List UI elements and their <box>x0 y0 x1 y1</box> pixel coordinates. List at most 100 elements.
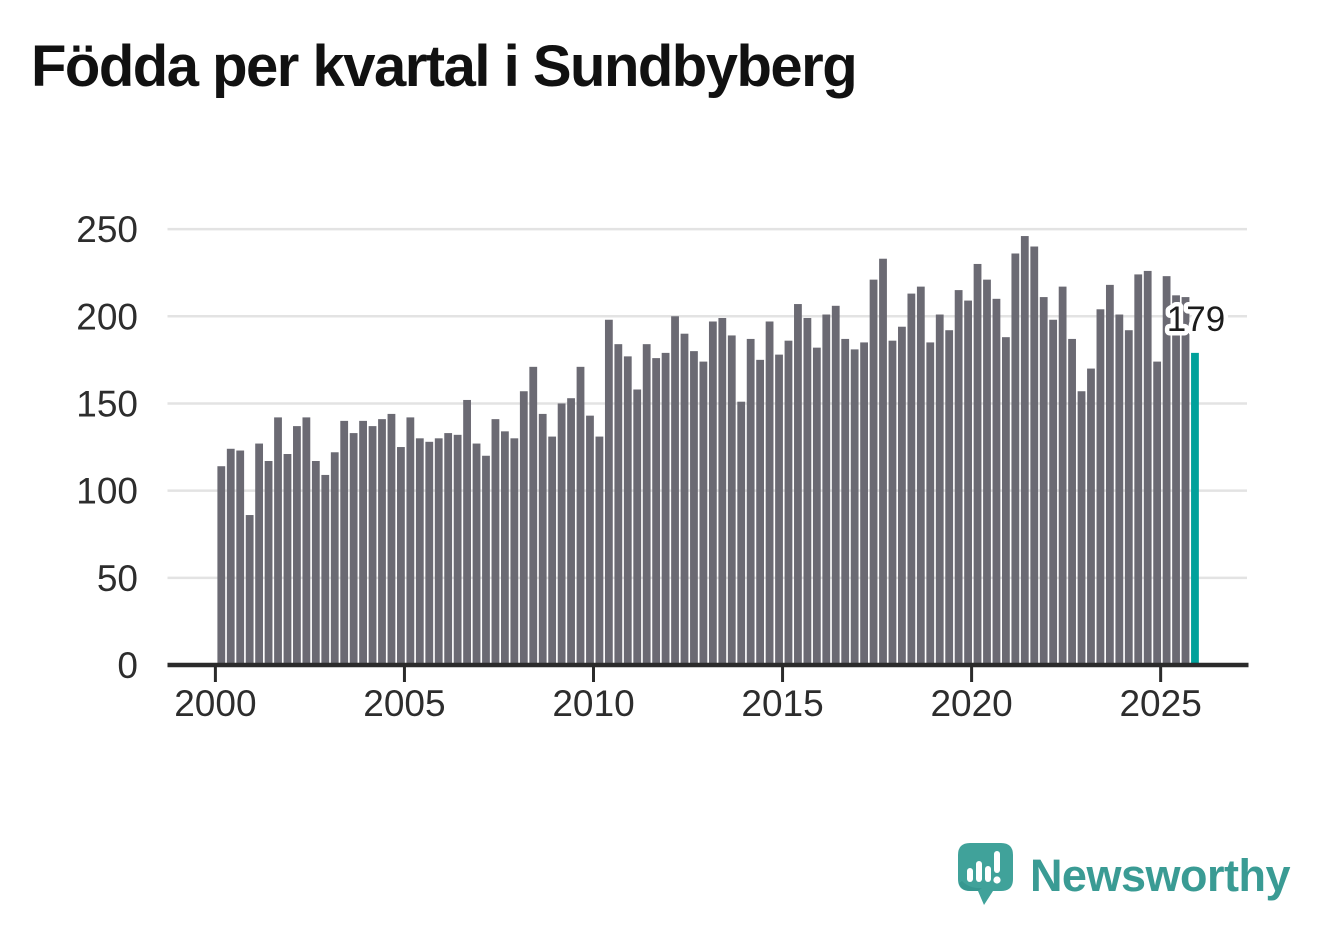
bar-2004-q4 <box>397 447 405 665</box>
x-tick-label: 2015 <box>741 683 823 724</box>
bar-2014-q2 <box>756 359 765 665</box>
bar-2016-q4 <box>850 349 859 665</box>
bar-2020-q1 <box>973 263 982 665</box>
y-tick-label: 100 <box>76 471 138 512</box>
bar-2017-q1 <box>860 342 868 665</box>
bar-2007-q3 <box>500 431 509 665</box>
bar-2017-q3 <box>879 258 887 665</box>
bar-2006-q2 <box>453 434 462 665</box>
bar-2019-q2 <box>945 330 954 665</box>
bar-2021-q3 <box>1030 246 1039 665</box>
bar-2019-q3 <box>954 290 963 665</box>
bar-2024-q2 <box>1134 274 1143 665</box>
bar-2012-q2 <box>680 333 689 665</box>
x-tick-label: 2005 <box>363 683 445 724</box>
newsworthy-logo-text: Newsworthy <box>1029 850 1291 901</box>
bar-2005-q2 <box>415 438 424 665</box>
bar-2012-q3 <box>690 351 698 665</box>
bar-2011-q3 <box>652 358 661 665</box>
bar-2003-q1 <box>330 452 339 665</box>
bar-2009-q3 <box>576 366 585 665</box>
bar-2007-q4 <box>510 438 519 665</box>
bar-2008-q1 <box>519 391 528 665</box>
bar-2024-q3 <box>1143 270 1152 665</box>
bar-2010-q1 <box>595 436 604 665</box>
bar-2002-q2 <box>302 417 311 665</box>
bar-2017-q2 <box>869 279 878 665</box>
bar-2010-q4 <box>623 356 632 665</box>
bar-2018-q2 <box>907 293 916 665</box>
bar-2011-q2 <box>642 344 651 665</box>
bar-2010-q2 <box>604 319 613 665</box>
bar-2002-q4 <box>321 474 330 665</box>
bar-2016-q2 <box>831 305 840 665</box>
newsworthy-logo: Newsworthy <box>956 841 1291 911</box>
bar-2021-q1 <box>1011 253 1020 666</box>
bar-2015-q1 <box>784 340 793 665</box>
bar-2012-q4 <box>699 361 708 665</box>
bar-2019-q4 <box>964 300 972 665</box>
bar-2011-q4 <box>661 352 670 665</box>
bar-2022-q1 <box>1049 319 1058 665</box>
bar-2020-q4 <box>1002 337 1010 665</box>
bar-2021-q2 <box>1020 236 1029 666</box>
bar-2006-q1 <box>444 433 453 665</box>
bar-2014-q1 <box>746 338 755 665</box>
bar-2009-q1 <box>557 403 566 665</box>
bar-2001-q3 <box>274 417 282 665</box>
bar-2015-q3 <box>803 318 812 665</box>
y-tick-label: 0 <box>117 645 138 686</box>
bar-2003-q3 <box>349 433 358 665</box>
bar-2001-q1 <box>255 443 264 665</box>
bar-2023-q1 <box>1087 368 1095 665</box>
bar-2025-q3 <box>1181 297 1190 665</box>
x-tick-label: 2025 <box>1119 683 1201 724</box>
bar-2022-q4 <box>1077 391 1086 665</box>
bar-2006-q3 <box>463 399 471 665</box>
bar-2012-q1 <box>671 316 679 665</box>
bar-2010-q3 <box>614 344 623 665</box>
bar-2023-q4 <box>1115 314 1124 665</box>
bar-2005-q1 <box>406 417 415 665</box>
bar-2022-q3 <box>1068 338 1076 665</box>
bar-2025-q1 <box>1162 276 1171 665</box>
bar-2002-q3 <box>311 460 320 665</box>
y-tick-label: 150 <box>76 383 138 424</box>
bar-2018-q3 <box>916 286 925 665</box>
bar-2013-q1 <box>708 321 717 665</box>
bar-2020-q3 <box>992 298 1001 665</box>
bar-2005-q3 <box>425 441 434 665</box>
bar-2013-q3 <box>727 335 736 665</box>
bar-2022-q2 <box>1058 286 1067 665</box>
bar-2011-q1 <box>633 389 642 665</box>
bar-2016-q3 <box>841 338 850 665</box>
last-value-label: 179 <box>1167 300 1225 339</box>
bar-2019-q1 <box>935 314 944 665</box>
x-tick-label: 2000 <box>174 683 256 724</box>
bar-2018-q4 <box>926 342 935 665</box>
bar-2024-q1 <box>1124 330 1133 665</box>
bar-2013-q2 <box>718 318 727 665</box>
bar-2023-q3 <box>1105 284 1114 665</box>
x-tick-label: 2010 <box>552 683 634 724</box>
chart-title: Födda per kvartal i Sundbyberg <box>31 34 858 99</box>
bar-2004-q1 <box>368 426 377 665</box>
bar-2005-q4 <box>434 438 443 665</box>
bar-2002-q1 <box>293 426 301 665</box>
bar-2007-q1 <box>482 455 490 665</box>
bar-2020-q2 <box>983 279 991 665</box>
y-tick-label: 50 <box>97 558 138 599</box>
plot-layer: 2000 2005 2010 2015 2020 2025 0 50 100 150 200 250 <box>76 209 1249 724</box>
bar-2008-q2 <box>529 366 538 665</box>
y-tick-label: 200 <box>76 296 138 337</box>
bar-2000-q3 <box>236 450 245 665</box>
bar-2013-q4 <box>737 401 746 665</box>
newsworthy-logo-icon <box>957 843 1013 905</box>
bar-2001-q4 <box>283 454 292 665</box>
bar-2008-q4 <box>548 436 557 665</box>
bar-2023-q2 <box>1096 309 1105 665</box>
bar-2008-q3 <box>538 413 547 665</box>
bar-2025-q4-highlight <box>1191 352 1199 665</box>
x-tick-label: 2020 <box>930 683 1012 724</box>
